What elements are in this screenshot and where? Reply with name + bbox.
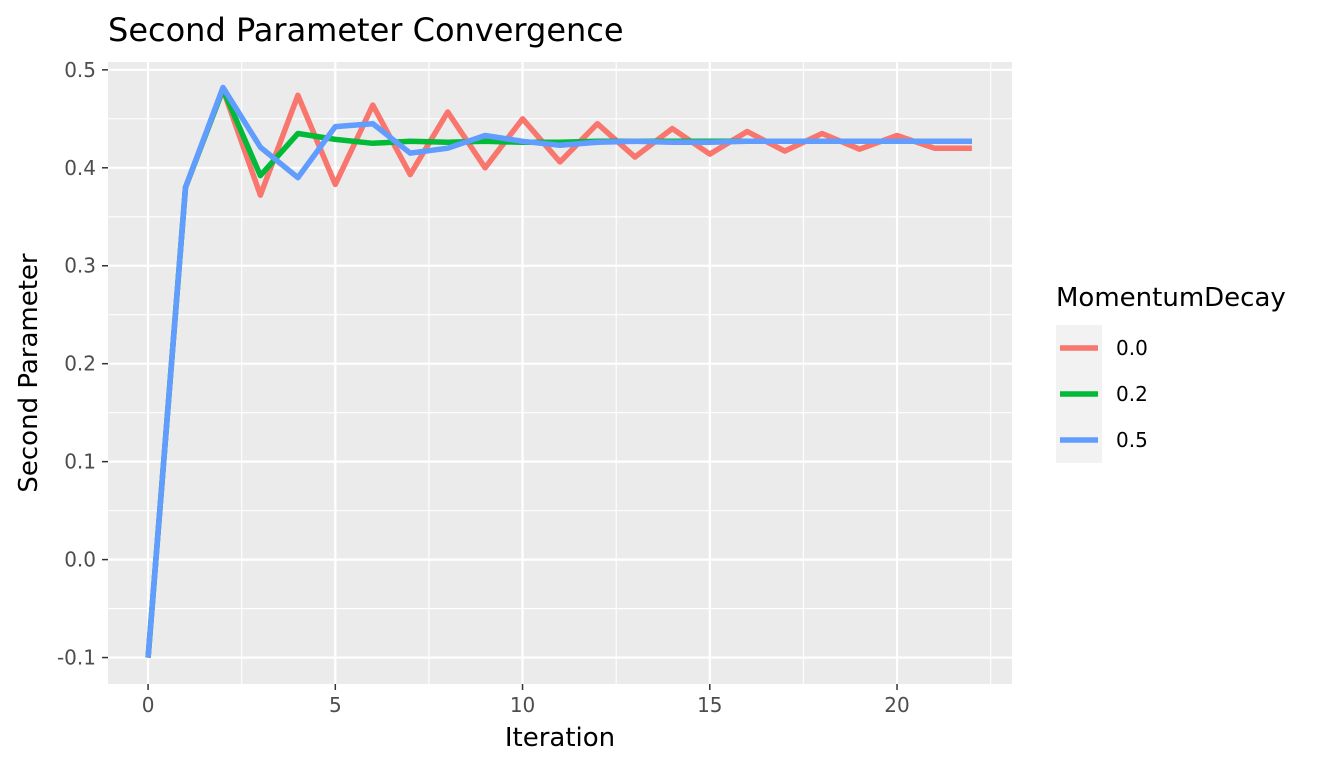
legend-label-0.2: 0.2	[1116, 382, 1148, 406]
y-tick-label: 0.3	[64, 254, 96, 278]
y-tick-label: 0.0	[64, 548, 96, 572]
x-tick-label: 15	[697, 693, 722, 717]
x-tick-label: 20	[884, 693, 909, 717]
x-tick-label: 0	[142, 693, 155, 717]
y-tick-label: 0.4	[64, 156, 96, 180]
legend-items: 0.0 0.2 0.5	[1060, 336, 1148, 452]
series-lines	[145, 84, 972, 658]
y-tick-label: 0.1	[64, 450, 96, 474]
x-tick-label: 10	[510, 693, 535, 717]
series-line-0.5	[145, 84, 972, 658]
legend-label-0.0: 0.0	[1116, 336, 1148, 360]
y-tick-label: 0.5	[64, 58, 96, 82]
legend-label-0.5: 0.5	[1116, 428, 1148, 452]
legend-title: MomentumDecay	[1056, 283, 1286, 313]
chart-title: Second Parameter Convergence	[108, 11, 624, 49]
y-tick-label: 0.2	[64, 352, 96, 376]
x-axis-title: Iteration	[505, 723, 615, 753]
y-axis-ticks: -0.1 0.0 0.1 0.2 0.3 0.4 0.5	[57, 58, 108, 670]
y-tick-label: -0.1	[57, 646, 96, 670]
x-tick-label: 5	[329, 693, 342, 717]
major-gridlines	[108, 62, 1012, 684]
y-axis-title: Second Parameter	[14, 253, 44, 493]
minor-gridlines	[108, 62, 1012, 684]
legend: MomentumDecay 0.0 0.2 0.5	[1056, 283, 1286, 463]
x-axis-ticks: 0 5 10 15 20	[142, 684, 910, 717]
